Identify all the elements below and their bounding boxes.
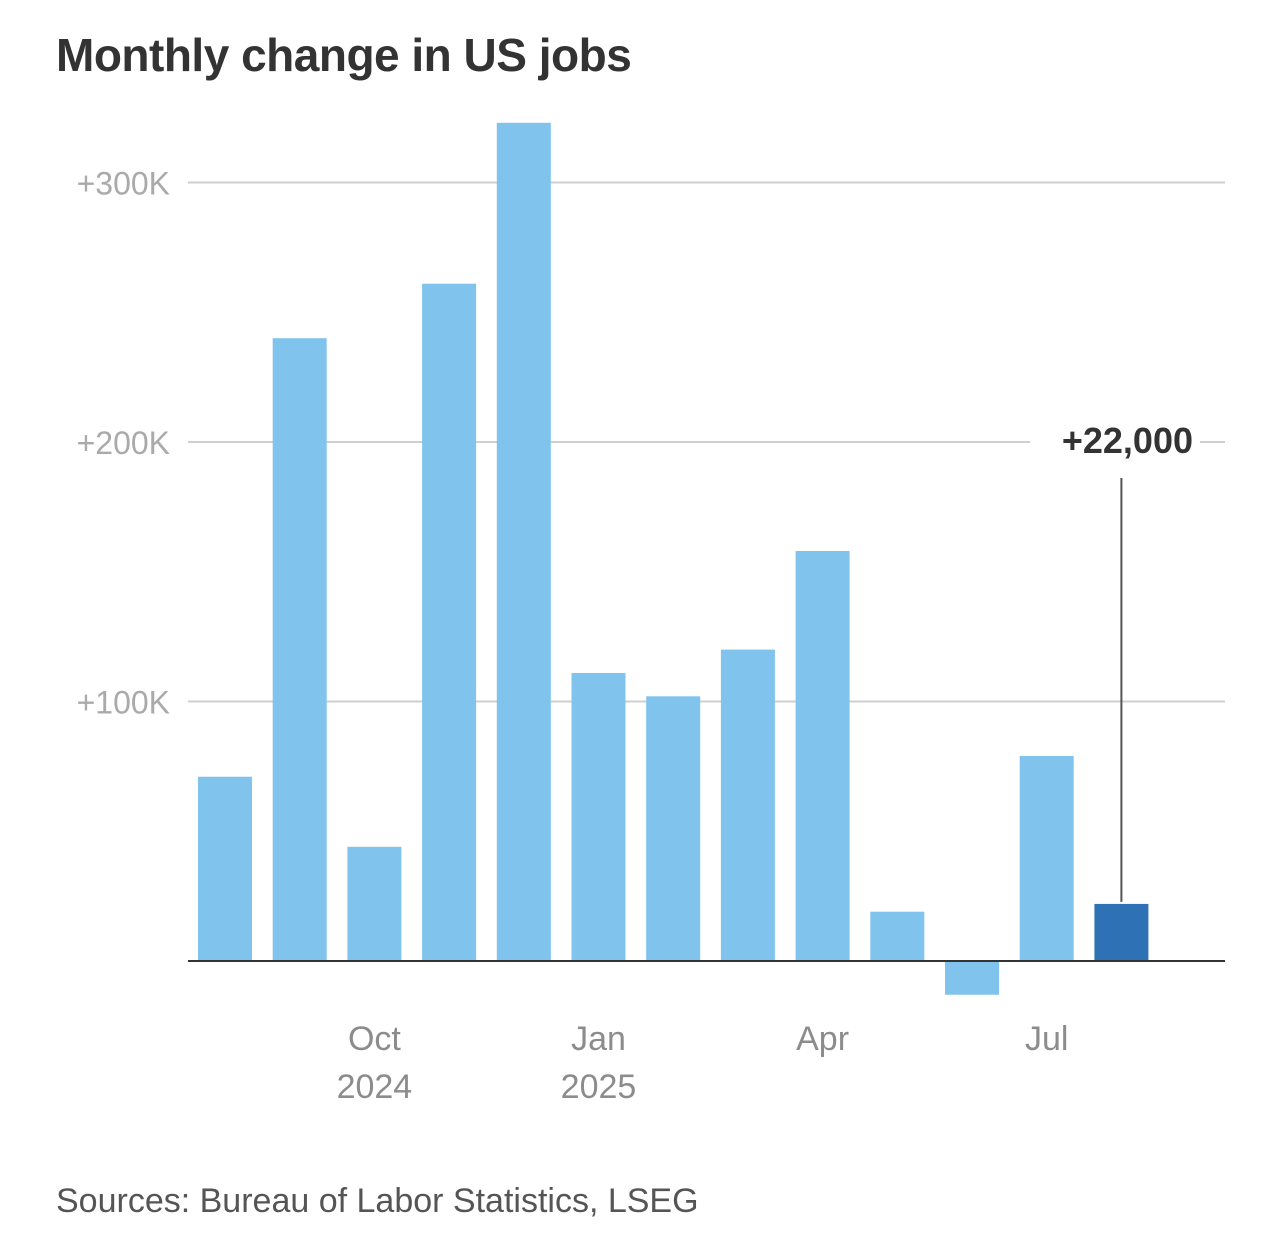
y-tick-label: +100K <box>77 685 170 721</box>
bar-chart: +100K +200K +300K Oct 2024 Jan 2025 Apr Jul +22… <box>77 122 1225 1106</box>
bar-apr-2025 <box>795 550 850 961</box>
x-tick-label: 2024 <box>337 1068 413 1106</box>
bar-dec-2024 <box>496 122 551 961</box>
bar-sep-2024 <box>272 338 327 961</box>
x-tick-labels: Oct 2024 Jan 2025 Apr Jul <box>337 1020 1069 1106</box>
source-note: Sources: Bureau of Labor Statistics, LSE… <box>56 1182 699 1220</box>
annotation-label: +22,000 <box>1062 420 1193 461</box>
bar-mar-2025 <box>720 649 775 961</box>
bar-jul-2025 <box>1019 755 1074 961</box>
y-tick-label: +300K <box>77 166 170 202</box>
x-tick-label: Jan <box>571 1020 626 1058</box>
annotation-label-background <box>1030 420 1200 464</box>
y-tick-label: +200K <box>77 425 170 461</box>
x-tick-label: Oct <box>348 1020 401 1058</box>
bar-oct-2024 <box>347 846 402 961</box>
x-tick-label: Jul <box>1025 1020 1068 1058</box>
bar-may-2025 <box>870 911 925 961</box>
bars <box>198 122 1149 995</box>
bar-aug-2024 <box>198 776 252 961</box>
bar-jan-2025 <box>571 672 626 961</box>
bar-jun-2025 <box>945 961 999 995</box>
bar-feb-2025 <box>646 696 701 961</box>
chart-title: Monthly change in US jobs <box>56 29 632 81</box>
x-tick-label: Apr <box>796 1020 849 1058</box>
annotation: +22,000 <box>1030 420 1200 902</box>
bar-aug-2025 <box>1094 903 1149 961</box>
y-tick-labels: +100K +200K +300K <box>77 166 170 721</box>
bar-nov-2024 <box>422 283 477 962</box>
x-tick-label: 2025 <box>561 1068 637 1106</box>
